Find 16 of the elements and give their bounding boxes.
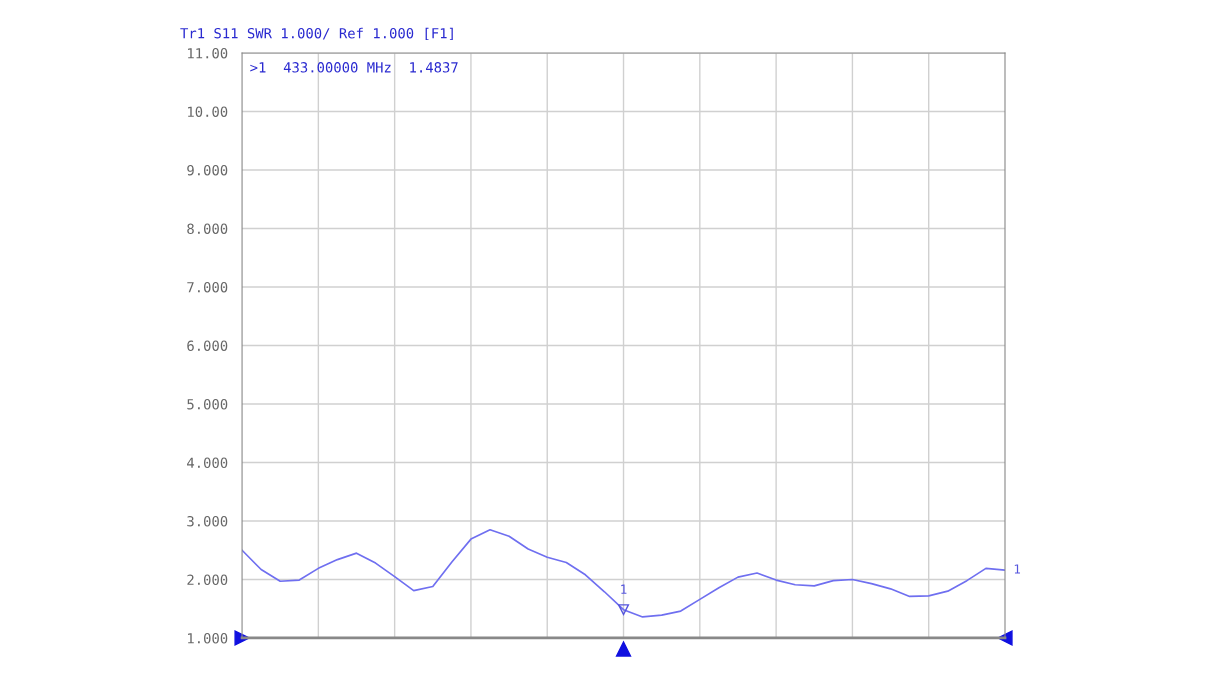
y-tick-label: 7.000 [187, 281, 228, 293]
annotation: >1 433.00000 MHz 1.4837 [250, 62, 458, 73]
text: 1 [1014, 564, 1021, 574]
y-tick-label: 4.000 [187, 457, 228, 468]
y-tick-label: 1.000 [188, 632, 228, 644]
y-tick-label: 10.00 [188, 106, 228, 117]
annotation: 1 [621, 584, 627, 594]
y-tick-label: 11.00 [188, 47, 228, 59]
line-series [242, 528, 1005, 618]
y-tick-label: 5.000 [187, 398, 228, 410]
y-tick-label: 6.000 [187, 340, 228, 351]
y-tick-label: 3.000 [187, 515, 228, 527]
y-tick-label: 2.000 [187, 574, 228, 585]
y-tick-label: 9.000 [187, 164, 228, 176]
chart-title: Tr1 S11 SWR 1.000/ Ref 1.000 [F1] [180, 27, 453, 41]
y-tick-label: 8.000 [187, 223, 228, 234]
